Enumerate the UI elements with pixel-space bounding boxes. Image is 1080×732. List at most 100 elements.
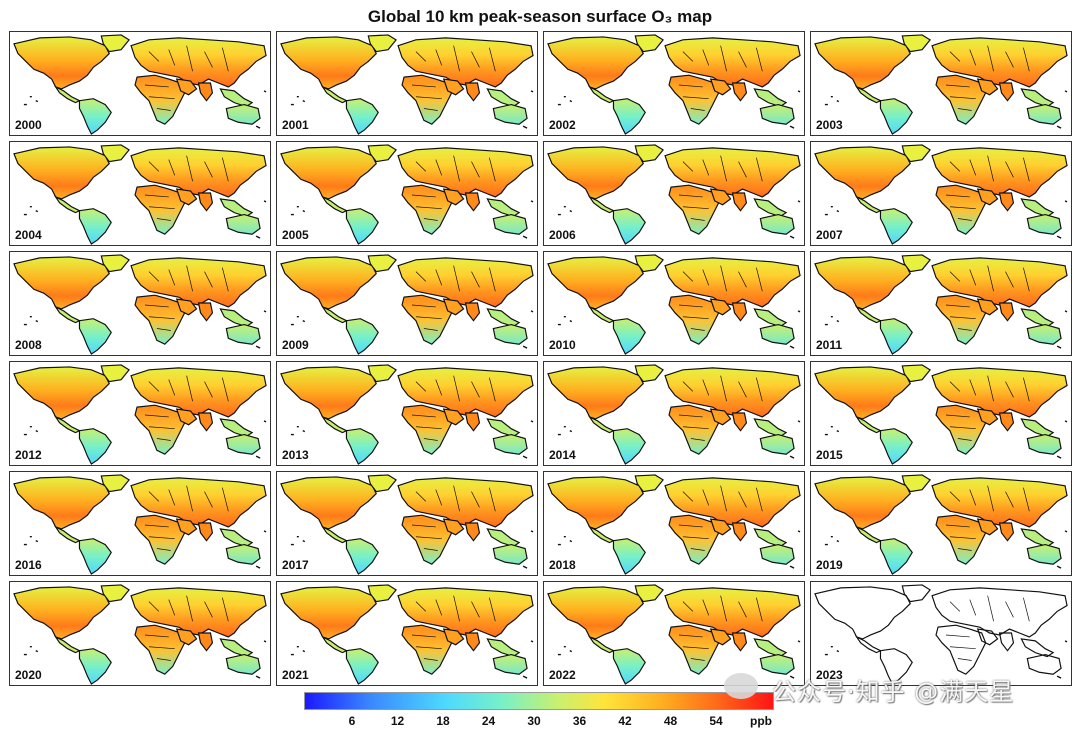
greenland-land: [100, 254, 130, 273]
pacific-islands: [824, 200, 1068, 239]
greenland-land: [634, 364, 664, 383]
greenland-land: [634, 254, 664, 273]
watermark: 公众号·知乎 @满天星: [724, 670, 1064, 710]
country-borders: [144, 375, 229, 441]
southeast-asia-land: [219, 638, 254, 658]
greenland-land: [634, 34, 664, 53]
south-america-land: [612, 428, 646, 465]
panel-year-label: 2001: [281, 118, 310, 132]
india-land: [197, 522, 214, 542]
india-land: [731, 412, 748, 432]
africa-land: [134, 514, 186, 565]
map-panel-2017: 2017: [276, 471, 538, 576]
world-map: [547, 34, 801, 135]
panel-year-label: 2014: [548, 448, 577, 462]
world-map: [13, 584, 267, 685]
country-borders: [678, 595, 763, 661]
africa-land: [935, 514, 987, 565]
australia-land: [1026, 653, 1062, 675]
central-america-land: [53, 85, 81, 104]
africa-land: [935, 184, 987, 235]
map-panel-2020: 2020: [9, 581, 271, 686]
australia-land: [492, 323, 528, 345]
world-map: [280, 34, 534, 135]
south-america-land: [78, 318, 112, 355]
central-america-land: [854, 415, 882, 434]
africa-land: [401, 624, 453, 675]
world-map: [280, 254, 534, 355]
central-america-land: [587, 635, 615, 654]
arabia-land: [976, 518, 999, 536]
south-america-land: [78, 648, 112, 685]
australia-land: [759, 213, 795, 235]
world-map: [814, 584, 1068, 685]
greenland-land: [100, 144, 130, 163]
north-america-land: [814, 256, 911, 310]
map-panel-2006: 2006: [543, 141, 805, 246]
world-map: [547, 364, 801, 465]
pacific-islands: [290, 640, 534, 679]
map-panel-2005: 2005: [276, 141, 538, 246]
india-land: [197, 412, 214, 432]
country-borders: [411, 155, 496, 221]
southeast-asia-land: [486, 308, 521, 328]
world-map: [13, 254, 267, 355]
north-america-land: [280, 586, 377, 640]
india-land: [998, 302, 1015, 322]
pacific-islands: [824, 90, 1068, 129]
colorbar-gradient: [304, 692, 774, 710]
india-land: [731, 82, 748, 102]
australia-land: [1026, 323, 1062, 345]
southeast-asia-land: [1020, 528, 1055, 548]
central-america-land: [53, 195, 81, 214]
arabia-land: [442, 298, 465, 316]
map-panel-2001: 2001: [276, 31, 538, 136]
north-america-land: [13, 36, 110, 90]
country-borders: [678, 485, 763, 551]
south-america-land: [612, 98, 646, 135]
south-america-land: [612, 318, 646, 355]
world-map: [814, 34, 1068, 135]
greenland-land: [367, 34, 397, 53]
pacific-islands: [557, 640, 801, 679]
arabia-land: [709, 78, 732, 96]
north-america-land: [814, 476, 911, 530]
pacific-islands: [290, 90, 534, 129]
north-america-land: [814, 366, 911, 420]
south-america-land: [78, 208, 112, 245]
greenland-land: [100, 364, 130, 383]
colorbar-tick-48: 48: [663, 714, 678, 728]
india-land: [197, 632, 214, 652]
panel-year-label: 2017: [281, 558, 310, 572]
india-land: [998, 522, 1015, 542]
panel-year-label: 2011: [815, 338, 844, 352]
arabia-land: [709, 628, 732, 646]
india-land: [998, 192, 1015, 212]
central-america-land: [587, 195, 615, 214]
pacific-islands: [824, 420, 1068, 459]
southeast-asia-land: [1020, 418, 1055, 438]
africa-land: [134, 74, 186, 125]
india-land: [998, 412, 1015, 432]
north-america-land: [280, 366, 377, 420]
north-america-land: [13, 586, 110, 640]
map-panel-2015: 2015: [810, 361, 1072, 466]
greenland-land: [367, 364, 397, 383]
southeast-asia-land: [486, 528, 521, 548]
eurasia-land: [664, 367, 801, 418]
country-borders: [411, 265, 496, 331]
country-borders: [945, 45, 1030, 111]
map-panel-2009: 2009: [276, 251, 538, 356]
africa-land: [401, 294, 453, 345]
pacific-islands: [557, 90, 801, 129]
north-america-land: [814, 146, 911, 200]
world-map: [547, 254, 801, 355]
country-borders: [945, 155, 1030, 221]
greenland-land: [100, 584, 130, 603]
arabia-land: [175, 188, 198, 206]
greenland-land: [901, 34, 931, 53]
colorbar-tick-6: 6: [348, 714, 356, 728]
south-america-land: [612, 538, 646, 575]
greenland-land: [100, 34, 130, 53]
india-land: [464, 302, 481, 322]
